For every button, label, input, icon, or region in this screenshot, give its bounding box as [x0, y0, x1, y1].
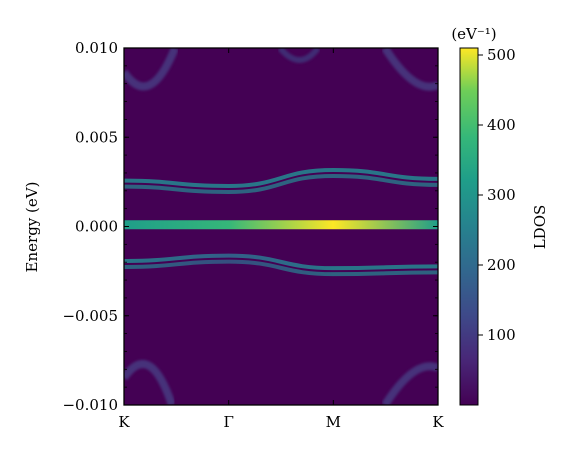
y-tick-label: 0.005	[75, 128, 118, 146]
y-axis-label: Energy (eV)	[23, 182, 41, 273]
band-line-2-b	[124, 259, 438, 277]
y-tick-label: 0.010	[75, 39, 118, 57]
faint-band-bottom-left	[124, 360, 176, 405]
band-line-1-a	[124, 167, 438, 189]
colorbar-tick-label: 400	[487, 116, 516, 134]
plot-area	[124, 48, 438, 405]
colorbar-tick-label: 500	[487, 46, 516, 64]
colorbar-tick-label: 300	[487, 186, 516, 204]
colorbar-gradient	[459, 47, 479, 406]
x-tick-label: K	[432, 413, 444, 431]
band-line-1-b	[124, 173, 438, 195]
band-line-2-a	[124, 253, 438, 271]
y-tick-label: −0.005	[62, 307, 118, 325]
colorbar-label: LDOS	[531, 205, 549, 250]
colorbar: 100 200 300 400 500 (eV⁻¹) LDOS	[451, 25, 549, 406]
colorbar-tick-label: 100	[487, 326, 516, 344]
x-tick-label: Γ	[223, 413, 233, 431]
faint-band-top-right	[381, 48, 438, 91]
y-tick-label: −0.010	[62, 396, 118, 414]
colorbar-unit: (eV⁻¹)	[451, 25, 496, 43]
colorbar-tick-label: 200	[487, 256, 516, 274]
faint-band-bottom-right	[381, 362, 438, 405]
faint-band-top-left	[124, 48, 179, 91]
faint-band-top-mid	[277, 48, 321, 63]
x-tick-label: M	[326, 413, 341, 431]
x-tick-label: K	[118, 413, 130, 431]
y-tick-label: 0.000	[75, 218, 118, 236]
